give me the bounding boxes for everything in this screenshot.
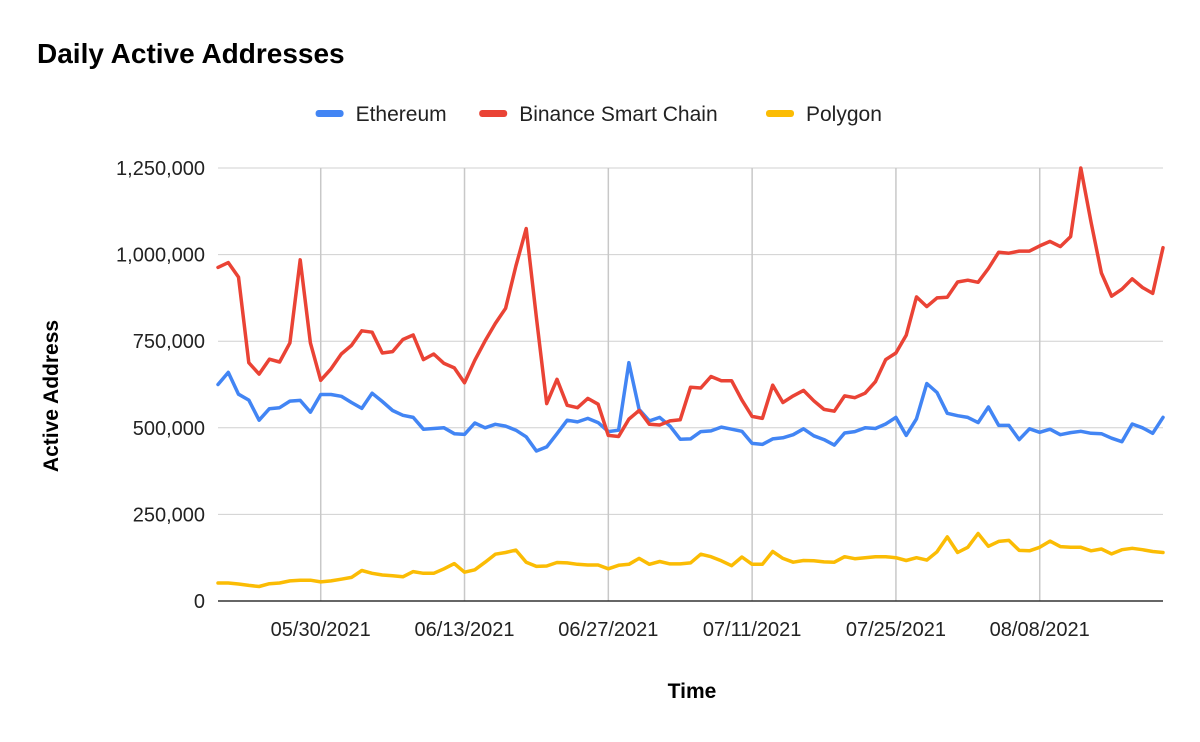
legend-swatch [315,110,344,117]
series-line-ethereum [216,360,1165,453]
legend-item-ethereum: Ethereum [315,103,447,126]
legend-label: Polygon [806,103,882,126]
y-axis-title: Active Address [40,320,63,472]
series-line-polygon [216,531,1165,589]
legend-label: Binance Smart Chain [519,103,717,126]
legend-item-polygon: Polygon [766,103,882,126]
gridlines [218,167,1163,601]
x-tick-label: 06/13/2021 [414,619,514,641]
legend-item-binance-smart-chain: Binance Smart Chain [479,103,718,126]
axes: 0 250,000 500,000 750,000 1,000,000 1,250,000… [116,158,1163,641]
x-tick-label: 07/11/2021 [703,619,802,641]
legend-label: Ethereum [356,103,447,126]
y-tick-label: 500,000 [133,418,205,440]
x-tick-label: 05/30/2021 [271,619,371,641]
y-tick-label: 1,250,000 [116,158,205,180]
y-tick-label: 0 [194,591,205,613]
y-tick-label: 750,000 [133,331,205,353]
x-tick-label: 07/25/2021 [846,619,946,641]
legend-swatch [479,110,508,117]
x-tick-label: 08/08/2021 [990,619,1090,641]
y-tick-label: 250,000 [133,504,205,526]
series-lines [216,166,1165,589]
x-tick-label: 06/27/2021 [558,619,658,641]
x-axis-title: Time [668,680,717,703]
series-line-binance-smart-chain [216,166,1165,439]
y-tick-label: 1,000,000 [116,245,205,267]
legend: Ethereum Binance Smart Chain Polygon [315,103,882,126]
legend-swatch [766,110,794,117]
chart-title: Daily Active Addresses [37,38,345,69]
